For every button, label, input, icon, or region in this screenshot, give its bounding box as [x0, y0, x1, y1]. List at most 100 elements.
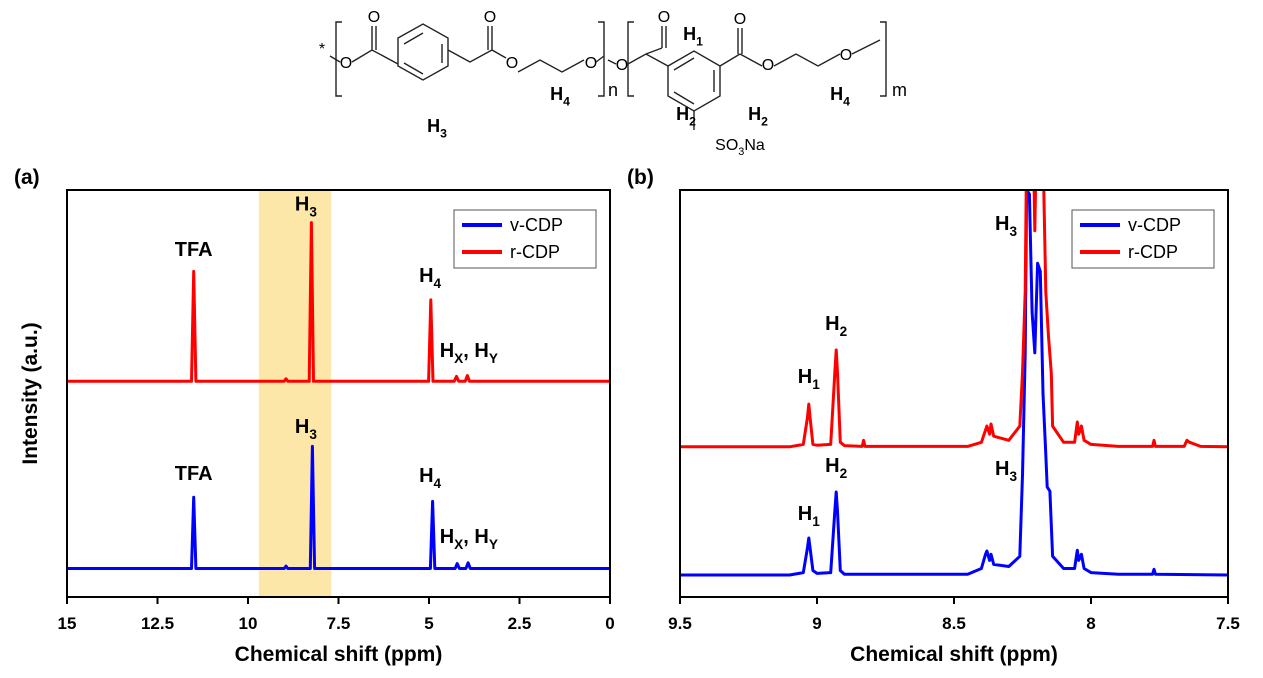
atom: O [658, 9, 670, 26]
peak-label: H3 [995, 458, 1017, 484]
text-segment: 4 [434, 476, 442, 491]
text-segment: H [683, 24, 696, 44]
y-axis-title: Intensity (a.u.) [19, 322, 42, 464]
text-segment: H [798, 366, 812, 388]
x-tick-label: 15 [58, 614, 77, 633]
bond [673, 57, 715, 105]
x-tick-label: 0 [605, 614, 614, 633]
text-segment: 2 [840, 324, 848, 339]
text-segment: H [419, 465, 433, 487]
text-segment: H [825, 455, 839, 477]
text-segment: 1 [812, 514, 820, 529]
text-segment: , H [463, 526, 489, 548]
x-tick-label: 2.5 [508, 614, 532, 633]
text-segment: H [440, 526, 454, 548]
text-segment: H [995, 458, 1009, 480]
ring [667, 50, 721, 112]
x-tick-label: 9.5 [668, 614, 692, 633]
text-segment: Y [489, 537, 498, 552]
peak-label: TFA [175, 239, 213, 261]
x-tick-label: 8.5 [942, 614, 966, 633]
proton-label: H1 [683, 24, 703, 48]
repeat-index: n [608, 80, 618, 100]
atom: O [340, 55, 352, 72]
legend-label: v-CDP [1128, 215, 1181, 235]
bond [403, 32, 443, 75]
peak-label: H3 [295, 416, 317, 442]
atom: O [762, 57, 774, 74]
proton-label: H2 [748, 104, 768, 128]
atom: O [734, 11, 746, 28]
text-segment: H [295, 416, 309, 438]
spectrum-line [67, 221, 610, 383]
star: * [319, 41, 325, 58]
text-segment: H [427, 116, 440, 136]
legend-box [453, 209, 597, 269]
text-segment: 1 [812, 377, 820, 392]
text-segment: 4 [434, 276, 442, 291]
x-tick-label: 8 [1086, 614, 1095, 633]
text-segment: 2 [761, 114, 768, 128]
text-segment: 4 [563, 94, 570, 108]
spectrum-line [680, 190, 1228, 449]
atom: O [506, 55, 518, 72]
panel-label: (a) [14, 166, 40, 189]
text-segment: H [995, 213, 1009, 235]
text-segment: 3 [309, 204, 317, 219]
text-segment: Y [489, 351, 498, 366]
atom: O [840, 47, 852, 64]
text-segment: H [295, 193, 309, 215]
legend-label: r-CDP [510, 242, 560, 262]
substituent-label: SO3Na [715, 137, 765, 158]
peak-label: H2 [825, 313, 847, 339]
bracket [627, 21, 634, 97]
text-segment: H [798, 503, 812, 525]
text-segment: H [550, 84, 563, 104]
x-axis-title: Chemical shift (ppm) [235, 643, 443, 666]
text-segment: H [825, 313, 839, 335]
text-segment: 3 [1010, 469, 1018, 484]
peak-label: TFA [175, 463, 213, 485]
peak-label: H1 [798, 366, 820, 392]
text-segment: SO [715, 137, 738, 154]
peak-label: H4 [419, 465, 441, 491]
atom: O [484, 9, 496, 26]
text-segment: 2 [840, 466, 848, 481]
text-segment: 3 [440, 126, 447, 140]
proton-label: H4 [550, 84, 570, 108]
x-tick-label: 12.5 [141, 614, 174, 633]
atom: O [368, 9, 380, 26]
legend-label: v-CDP [510, 215, 563, 235]
text-segment: H [748, 104, 761, 124]
bond [607, 26, 669, 67]
proton-label: H3 [427, 116, 447, 140]
text-segment: X [454, 351, 463, 366]
text-segment: 4 [843, 94, 850, 108]
text-segment: TFA [175, 239, 213, 261]
peak-label: HX, HY [440, 340, 498, 366]
x-axis-title: Chemical shift (ppm) [850, 643, 1058, 666]
peak-label: H2 [825, 455, 847, 481]
text-segment: 1 [696, 34, 703, 48]
text-segment: 3 [1010, 224, 1018, 239]
peak-label: H4 [419, 265, 441, 291]
highlight-band [258, 190, 332, 597]
text-segment: Na [744, 137, 765, 154]
bond [329, 26, 399, 65]
x-tick-label: 5 [424, 614, 433, 633]
legend-label: r-CDP [1128, 242, 1178, 262]
proton-label: H4 [830, 84, 850, 108]
text-segment: H [419, 265, 433, 287]
spectrum-line [67, 444, 610, 570]
ring [397, 23, 449, 81]
text-segment: 3 [309, 427, 317, 442]
peak-label: H3 [295, 193, 317, 219]
structure-skeleton: O O O O O O O O O O * n m [319, 9, 907, 130]
peak-label: HX, HY [440, 526, 498, 552]
x-tick-label: 7.5 [1216, 614, 1240, 633]
repeat-index: m [892, 80, 907, 100]
peak-label: H3 [995, 213, 1017, 239]
spectrum-line [680, 190, 1228, 577]
text-segment: X [454, 537, 463, 552]
